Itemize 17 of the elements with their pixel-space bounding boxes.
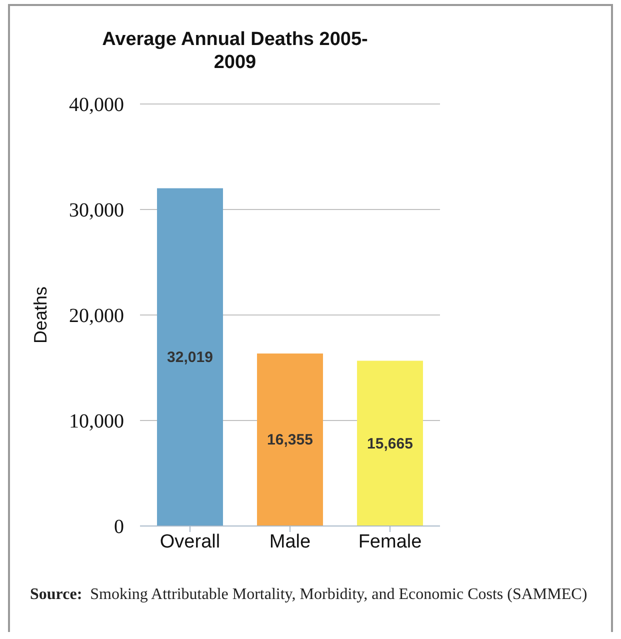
data-label: 16,355 bbox=[267, 432, 313, 449]
chart-title: Average Annual Deaths 2005-2009 bbox=[101, 28, 369, 74]
y-tick-label: 10,000 bbox=[69, 410, 124, 433]
bar bbox=[157, 188, 223, 526]
y-tick-label: 20,000 bbox=[69, 305, 124, 328]
x-tick-label: Female bbox=[358, 531, 422, 552]
y-tick-label: 40,000 bbox=[69, 94, 124, 116]
bar bbox=[257, 353, 323, 526]
source-note: Source: Smoking Attributable Mortality, Morbidity, and Economic Costs (SAMMEC) bbox=[30, 586, 588, 604]
bar bbox=[357, 360, 423, 526]
data-label: 15,665 bbox=[367, 435, 413, 452]
y-axis-title: Deaths bbox=[30, 286, 50, 344]
data-label: 32,019 bbox=[167, 349, 213, 366]
x-tick-label: Overall bbox=[160, 531, 220, 552]
y-tick-label: 30,000 bbox=[69, 200, 124, 222]
x-tick-label: Male bbox=[269, 531, 311, 552]
y-tick-label: 0 bbox=[114, 516, 124, 538]
